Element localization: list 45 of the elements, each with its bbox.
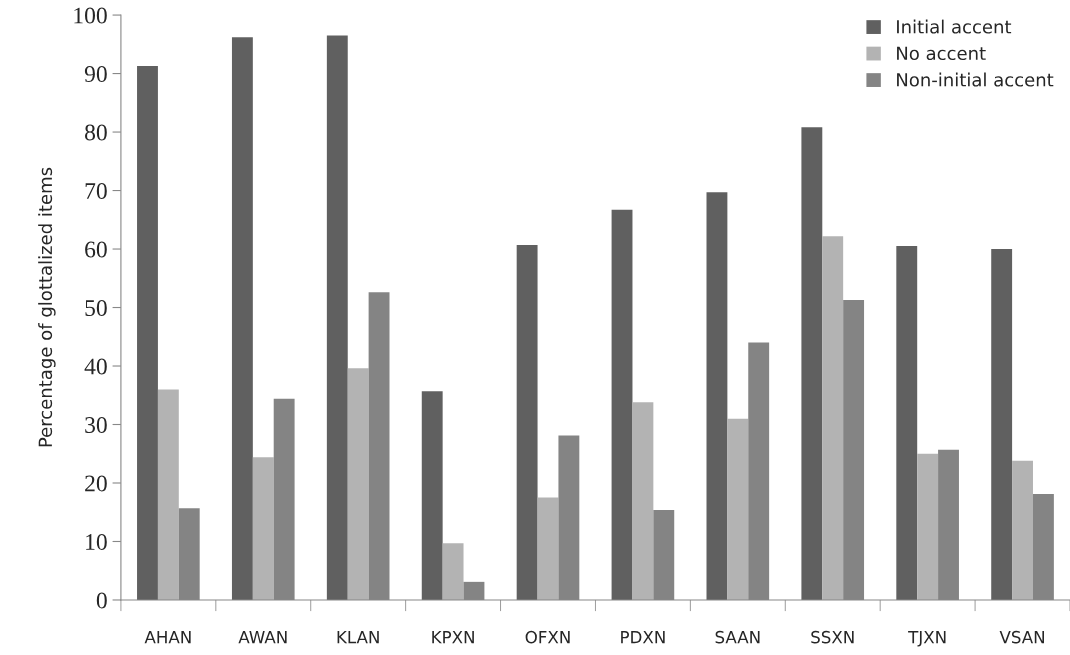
bar	[991, 249, 1013, 600]
bar	[516, 244, 538, 600]
y-tick-label: 60	[85, 241, 107, 258]
bar	[421, 391, 443, 600]
x-tick-label: SAAN	[715, 630, 760, 644]
y-tick-label: 20	[85, 475, 107, 492]
bar	[537, 497, 559, 600]
y-tick-label: 30	[85, 417, 107, 433]
bar	[442, 543, 464, 600]
bar	[157, 389, 179, 600]
bar	[252, 457, 274, 600]
bar	[896, 246, 918, 600]
legend-label: Initial accent	[897, 19, 1012, 34]
bar	[137, 65, 158, 600]
bar	[727, 418, 749, 600]
y-tick-label: 70	[85, 183, 107, 199]
bar	[326, 35, 348, 600]
y-tick-label: 80	[85, 124, 107, 141]
y-tick-label: 50	[85, 300, 107, 316]
bar	[801, 127, 823, 600]
legend-label: No accent	[897, 46, 986, 61]
x-tick-label: TJXN	[908, 631, 946, 647]
bar	[917, 453, 939, 600]
y-tick-label: 100	[74, 7, 107, 24]
legend-label: Non-initial accent	[897, 72, 1054, 87]
bar	[231, 37, 253, 600]
x-tick-label: PDXN	[621, 631, 665, 644]
y-tick-label: 40	[84, 358, 107, 375]
x-tick-label: KLAN	[337, 631, 379, 644]
y-tick-label: 90	[84, 66, 107, 82]
bar	[632, 402, 654, 600]
y-tick-label: 0	[96, 592, 107, 609]
bar	[706, 192, 728, 600]
x-tick-label: OFXN	[525, 630, 570, 644]
x-tick-label: AWAN	[238, 631, 287, 644]
y-axis-title: Percentage of glottalized items	[38, 167, 56, 447]
bar	[1012, 460, 1033, 600]
x-tick-label: KPXN	[432, 631, 474, 644]
y-tick-label: 10	[86, 533, 107, 550]
bar	[347, 368, 369, 600]
x-tick-label: VSAN	[999, 630, 1044, 644]
x-tick-label: SSXN	[811, 630, 854, 644]
bar	[822, 236, 844, 600]
bar	[611, 209, 633, 600]
x-tick-label: AHAN	[144, 631, 191, 644]
